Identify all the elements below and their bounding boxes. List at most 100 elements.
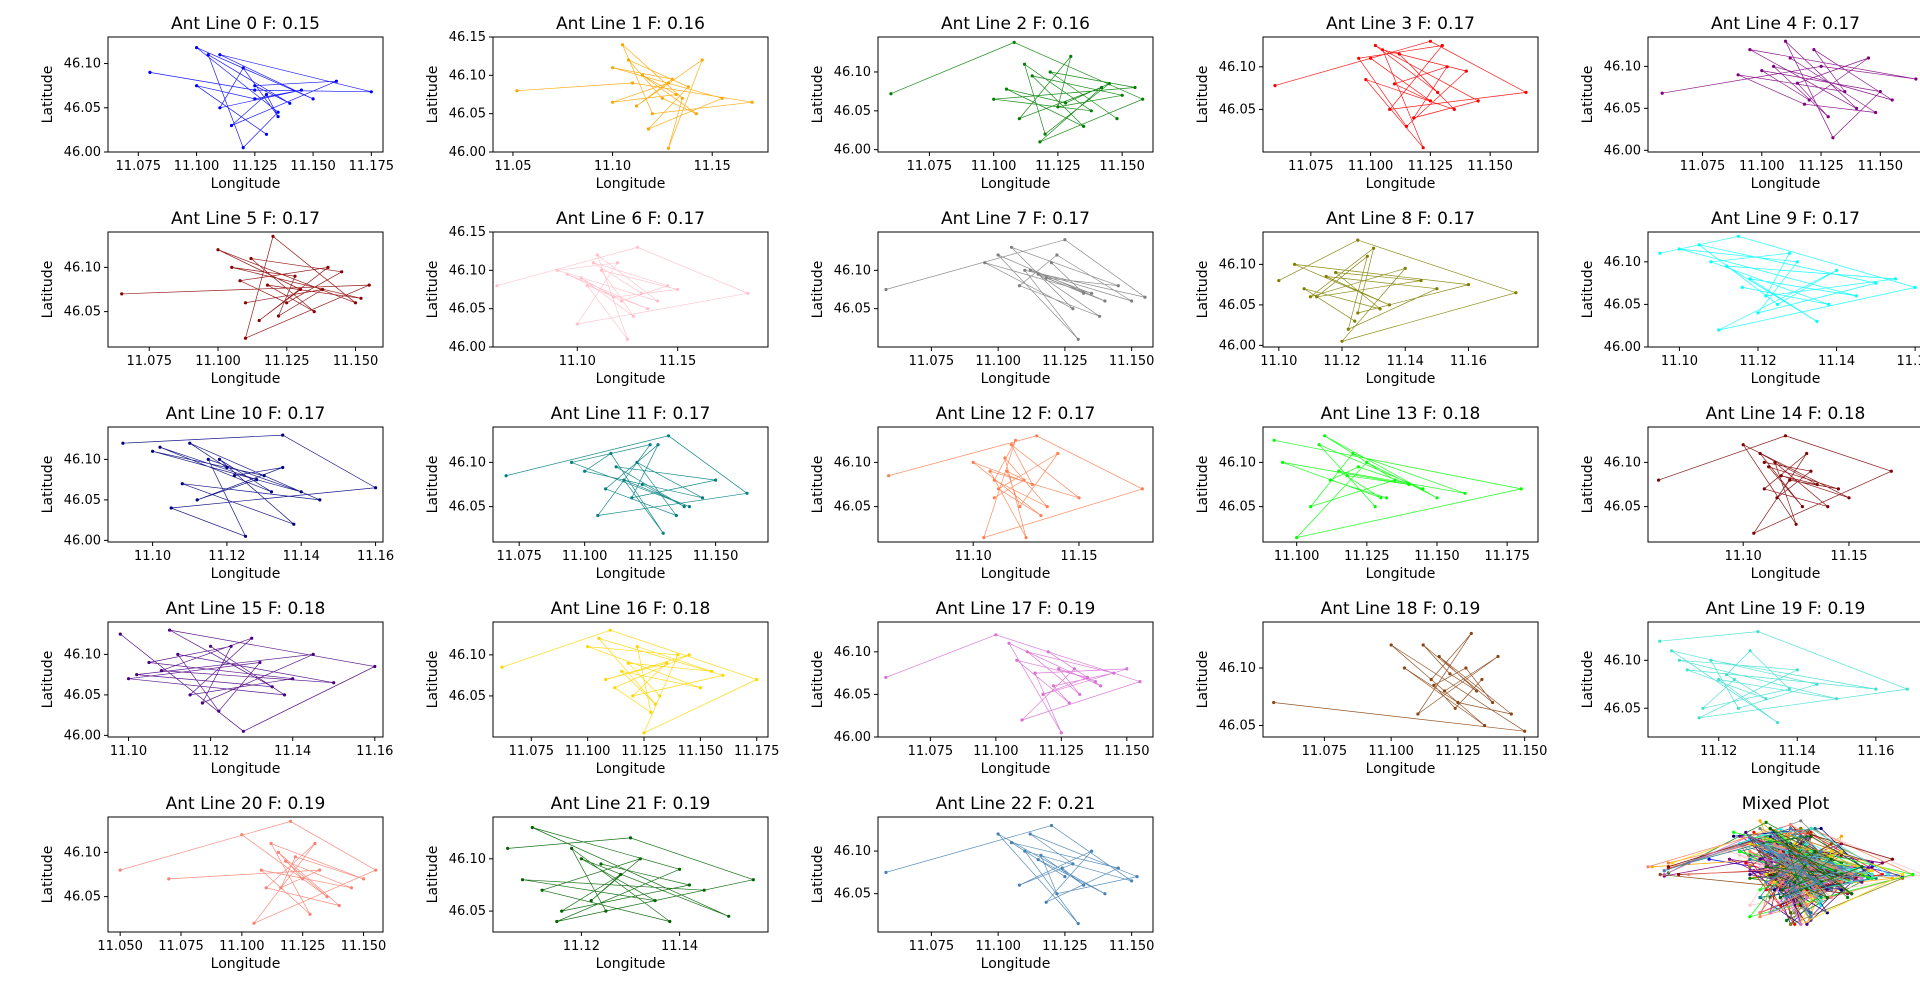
data-point <box>1793 922 1797 926</box>
y-axis-label: Latitude <box>810 66 826 124</box>
data-point <box>595 253 600 257</box>
data-point <box>326 265 330 269</box>
data-point <box>1143 295 1147 299</box>
x-tick-label: 11.100 <box>975 354 1021 369</box>
data-point <box>1799 872 1803 877</box>
x-axis-label: Longitude <box>1366 371 1436 387</box>
data-point <box>334 79 338 83</box>
data-point <box>1272 438 1276 442</box>
x-tick-label: 11.075 <box>116 159 162 174</box>
data-point <box>1756 630 1760 634</box>
data-point <box>1082 291 1086 295</box>
data-point <box>678 867 682 871</box>
data-point <box>1393 478 1397 482</box>
data-point <box>676 653 680 657</box>
data-point <box>1670 861 1674 865</box>
x-tick-label: 11.150 <box>1502 744 1548 759</box>
x-tick-label: 11.150 <box>693 549 739 564</box>
y-axis-label: Latitude <box>1580 66 1596 124</box>
data-point <box>240 833 244 837</box>
data-point <box>635 645 639 649</box>
data-point <box>337 903 341 908</box>
y-tick-label: 46.10 <box>1219 60 1256 75</box>
data-point <box>653 702 657 706</box>
data-point <box>971 460 975 464</box>
data-point <box>195 498 199 502</box>
data-point <box>1324 274 1328 279</box>
data-point <box>1758 857 1762 861</box>
data-point <box>646 127 651 131</box>
data-point <box>1789 823 1793 827</box>
x-tick-label: 11.125 <box>621 744 667 759</box>
data-point <box>373 664 377 669</box>
y-tick-label: 46.00 <box>834 143 871 158</box>
data-point <box>1013 438 1018 442</box>
data-point <box>1741 443 1745 447</box>
data-point <box>1776 721 1780 725</box>
data-point <box>1030 482 1034 487</box>
data-point <box>1886 872 1890 877</box>
subplot-15: Ant Line 15 F: 0.18 11.10 11.12 11.14 11.16 4… <box>40 599 393 777</box>
data-point <box>1732 830 1736 834</box>
subplot-title: Ant Line 8 F: 0.17 <box>1326 209 1475 229</box>
data-point <box>1835 268 1839 272</box>
data-point <box>1819 849 1823 854</box>
data-point <box>1725 673 1729 677</box>
y-axis-label: Latitude <box>425 651 441 709</box>
data-point <box>1055 253 1059 257</box>
data-point <box>188 693 192 697</box>
series-line <box>885 825 1139 924</box>
x-tick-label: 11.14 <box>1387 354 1424 369</box>
data-point <box>255 478 259 482</box>
data-point <box>611 66 615 70</box>
x-tick-label: 11.150 <box>1414 549 1460 564</box>
series-line <box>1274 435 1522 539</box>
data-point <box>252 921 256 925</box>
data-point <box>1009 841 1014 845</box>
data-point <box>599 862 603 866</box>
data-point <box>1432 683 1436 687</box>
data-point <box>1017 117 1022 121</box>
y-tick-label: 46.10 <box>449 455 486 470</box>
subplot-title: Ant Line 16 F: 0.18 <box>551 599 711 619</box>
y-tick-label: 46.10 <box>64 57 101 72</box>
data-point <box>1717 677 1721 682</box>
x-tick-label: 11.075 <box>908 744 954 759</box>
data-point <box>1293 262 1297 266</box>
data-point <box>1660 91 1664 95</box>
axes-frame <box>1647 231 1920 348</box>
y-tick-label: 46.05 <box>1219 500 1256 515</box>
data-point <box>1039 853 1043 857</box>
data-point <box>1281 460 1285 464</box>
y-tick-label: 46.10 <box>834 645 871 660</box>
data-point <box>253 84 257 88</box>
data-point <box>1356 238 1360 242</box>
data-point <box>250 636 254 640</box>
data-point <box>589 899 593 903</box>
data-point <box>1732 834 1736 838</box>
data-point <box>1768 880 1772 884</box>
y-tick-label: 46.00 <box>64 145 101 160</box>
subplot-title: Ant Line 5 F: 0.17 <box>171 209 320 229</box>
data-point <box>241 146 245 150</box>
data-point <box>1044 276 1048 280</box>
data-point <box>1328 478 1332 482</box>
data-point <box>1496 654 1500 659</box>
data-point <box>1787 687 1791 691</box>
y-axis-label: Latitude <box>40 66 56 124</box>
data-point <box>992 496 996 500</box>
data-point <box>1012 40 1016 45</box>
data-point <box>1799 826 1803 831</box>
data-point <box>1412 116 1416 120</box>
data-point <box>1805 861 1809 865</box>
axes-frame <box>492 621 769 738</box>
data-point <box>1773 460 1777 464</box>
data-point <box>1772 64 1776 68</box>
subplot-11: Ant Line 11 F: 0.17 11.075 11.100 11.125 11.… <box>425 404 769 582</box>
data-point <box>1135 875 1139 879</box>
data-point <box>151 449 155 453</box>
data-point <box>613 686 617 690</box>
x-tick-label: 11.125 <box>1035 159 1081 174</box>
data-point <box>674 513 678 518</box>
data-point <box>1809 911 1813 915</box>
